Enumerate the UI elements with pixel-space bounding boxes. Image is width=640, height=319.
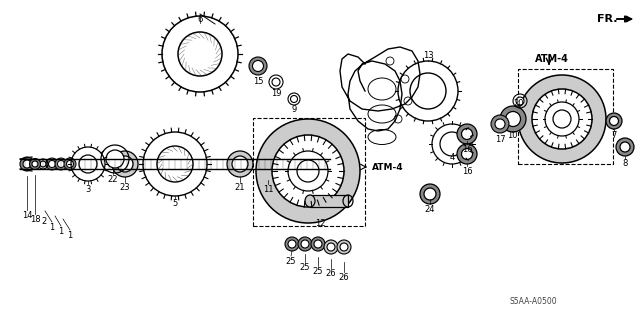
Circle shape [440,132,464,156]
Text: 14: 14 [22,211,32,219]
Text: 3: 3 [85,184,91,194]
Circle shape [29,159,40,169]
Circle shape [32,161,38,167]
Circle shape [249,57,267,75]
Bar [253,118,365,226]
Circle shape [256,119,360,223]
Text: 1: 1 [58,226,63,235]
Text: 5: 5 [172,199,178,209]
Circle shape [291,95,298,102]
Circle shape [620,142,630,152]
Circle shape [461,129,472,139]
Text: 6: 6 [197,14,203,24]
Circle shape [178,32,222,76]
Text: 25: 25 [313,266,323,276]
Circle shape [272,135,344,207]
Circle shape [67,160,74,167]
Circle shape [20,157,34,171]
Text: 16: 16 [461,167,472,175]
Circle shape [609,116,618,125]
Circle shape [58,160,65,167]
Circle shape [311,237,325,251]
Circle shape [457,144,477,164]
Text: ATM-4: ATM-4 [372,162,404,172]
Circle shape [491,115,509,133]
Text: 8: 8 [622,160,628,168]
Text: 21: 21 [235,182,245,191]
Text: 22: 22 [108,174,118,183]
Circle shape [232,156,248,172]
Text: 7: 7 [611,131,617,140]
Text: 26: 26 [339,272,349,281]
Text: 18: 18 [29,214,40,224]
Circle shape [506,112,520,127]
Text: 10: 10 [507,131,517,140]
FancyArrowPatch shape [617,16,630,22]
Text: FR.: FR. [597,14,618,24]
Circle shape [112,151,138,177]
Circle shape [461,149,472,160]
Text: 26: 26 [326,270,336,278]
Circle shape [616,138,634,156]
Circle shape [79,155,97,173]
Text: 11: 11 [263,184,273,194]
Circle shape [424,188,436,200]
Text: 19: 19 [271,90,281,99]
Text: 16: 16 [461,145,472,153]
Circle shape [516,97,524,105]
Circle shape [532,89,592,149]
Ellipse shape [305,195,315,207]
Circle shape [285,237,299,251]
Circle shape [495,119,505,129]
Text: 1: 1 [67,231,72,240]
Text: 1: 1 [49,222,54,232]
Circle shape [553,110,571,128]
Text: 15: 15 [253,77,263,85]
Circle shape [301,240,309,248]
Circle shape [64,158,76,170]
Text: 24: 24 [425,204,435,213]
Circle shape [253,61,264,71]
Circle shape [23,160,31,168]
Text: 9: 9 [291,105,296,114]
Bar [518,69,613,164]
Circle shape [157,146,193,182]
Circle shape [297,160,319,182]
Bar [310,195,348,207]
Text: 4: 4 [449,152,454,161]
Circle shape [420,184,440,204]
Circle shape [40,161,46,167]
Text: ATM-4: ATM-4 [535,54,569,64]
Text: 17: 17 [495,136,506,145]
Circle shape [106,150,124,168]
Circle shape [272,78,280,86]
Circle shape [337,240,351,254]
Circle shape [117,156,133,172]
Text: 25: 25 [285,256,296,265]
Circle shape [410,73,446,109]
Text: 12: 12 [315,219,325,227]
Circle shape [227,151,253,177]
Text: 20: 20 [514,100,524,108]
Circle shape [324,240,338,254]
Circle shape [288,240,296,248]
Circle shape [457,124,477,144]
Circle shape [49,160,56,167]
Circle shape [500,106,526,132]
Text: 25: 25 [300,263,310,271]
Circle shape [518,75,606,163]
Circle shape [55,158,67,170]
Text: 2: 2 [42,218,47,226]
Circle shape [327,243,335,251]
Circle shape [340,243,348,251]
Circle shape [262,158,275,170]
Circle shape [314,240,322,248]
Circle shape [46,158,58,170]
Text: 13: 13 [422,50,433,60]
Text: 23: 23 [120,182,131,191]
Circle shape [606,113,622,129]
Circle shape [298,237,312,251]
Text: S5AA-A0500: S5AA-A0500 [510,296,557,306]
